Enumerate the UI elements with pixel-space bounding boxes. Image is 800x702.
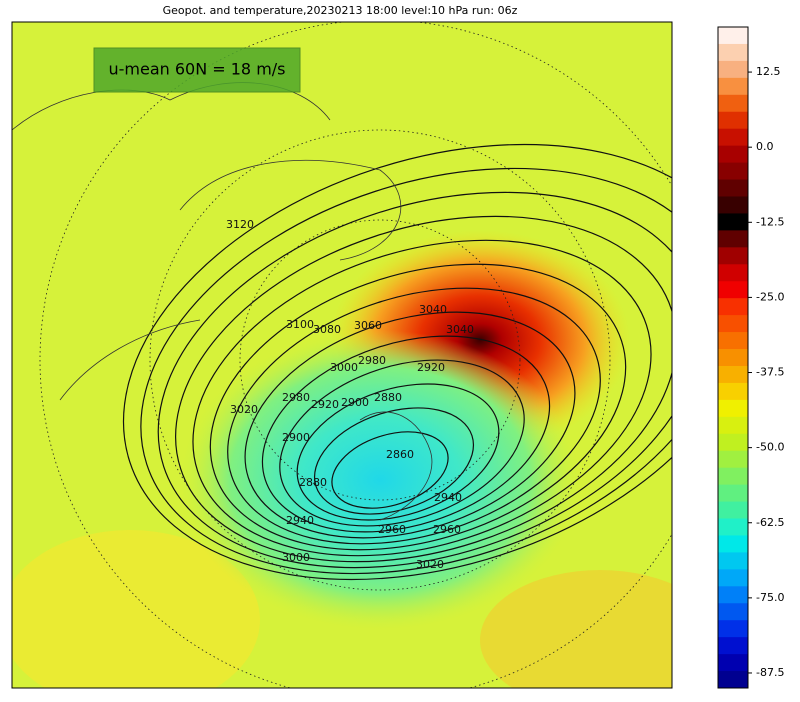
colorbar-tick-label: -12.5 bbox=[756, 215, 784, 228]
colorbar-band bbox=[718, 349, 748, 367]
colorbar-frame bbox=[717, 26, 749, 689]
colorbar-band bbox=[718, 620, 748, 638]
annotation: u-mean 60N = 18 m/s bbox=[108, 60, 285, 79]
contour-label: 2880 bbox=[299, 476, 327, 489]
colorbar-band bbox=[718, 399, 748, 418]
contour-label: 2960 bbox=[378, 523, 406, 536]
colorbar-band bbox=[718, 94, 748, 113]
contour-label: 2980 bbox=[282, 391, 310, 404]
colorbar-tick-label: -25.0 bbox=[756, 290, 784, 303]
contour bbox=[192, 239, 652, 557]
contour bbox=[140, 167, 672, 575]
colorbar-band bbox=[718, 213, 748, 231]
colorbar-band bbox=[718, 382, 748, 401]
colorbar-band bbox=[718, 450, 748, 469]
contour-label: 3120 bbox=[226, 218, 254, 231]
colorbar-band bbox=[718, 586, 748, 604]
colorbar-band bbox=[718, 162, 748, 181]
colorbar-tick-label: -62.5 bbox=[756, 516, 784, 529]
colorbar-tick-label: 12.5 bbox=[756, 65, 781, 78]
colorbar-band bbox=[718, 518, 748, 536]
colorbar-band bbox=[718, 43, 748, 62]
contour-label: 2940 bbox=[434, 491, 462, 504]
colorbar-band bbox=[718, 298, 748, 316]
contour-label: 2960 bbox=[433, 523, 461, 536]
colorbar-band bbox=[718, 281, 748, 299]
contour-label: 3080 bbox=[313, 323, 341, 336]
colorbar-band bbox=[718, 552, 748, 570]
contour-label: 3040 bbox=[419, 303, 447, 316]
colorbar: 12.5 0.0 -12.5 -25.0 -37.5 -50.0 -62.5 -75.0 -87… bbox=[717, 26, 784, 689]
colorbar-band bbox=[718, 315, 748, 333]
colorbar-tick-label: -50.0 bbox=[756, 441, 784, 454]
colorbar-band bbox=[718, 569, 748, 587]
colorbar-band bbox=[718, 27, 748, 45]
map: u-mean 60N = 18 m/s 3120 3100 3080 3060 3040… bbox=[12, 22, 672, 688]
contour-label: 2860 bbox=[386, 448, 414, 461]
annotation-box bbox=[93, 47, 301, 93]
contour-label: 3020 bbox=[230, 403, 258, 416]
colorbar-band bbox=[718, 77, 748, 96]
contour-label: 3040 bbox=[446, 323, 474, 336]
colorbar-band bbox=[718, 264, 748, 282]
title: Geopot. and temperature,20230213 18:00 l… bbox=[163, 4, 518, 17]
contour bbox=[244, 311, 576, 539]
contour-label: 2920 bbox=[311, 398, 339, 411]
colorbar-band bbox=[718, 332, 748, 350]
colorbar-tick-label: 0.0 bbox=[756, 140, 774, 153]
contour-label: 2880 bbox=[374, 391, 402, 404]
colorbar-band bbox=[718, 196, 748, 214]
contour bbox=[313, 407, 475, 515]
contour bbox=[227, 287, 601, 545]
contour-label: 3060 bbox=[354, 319, 382, 332]
colorbar-band bbox=[718, 671, 748, 689]
colorbar-band bbox=[718, 111, 748, 130]
contour-label: 2940 bbox=[286, 514, 314, 527]
colorbar-band bbox=[718, 535, 748, 553]
contour bbox=[157, 191, 672, 569]
colorbar-band bbox=[718, 179, 748, 197]
colorbar-band bbox=[718, 365, 748, 384]
colorbar-band bbox=[718, 247, 748, 265]
colorbar-band bbox=[718, 603, 748, 621]
contour bbox=[331, 431, 449, 509]
colorbar-tick-label: -37.5 bbox=[756, 366, 784, 379]
colorbar-band bbox=[718, 637, 748, 655]
colorbar-band bbox=[718, 128, 748, 147]
contour-label: 3020 bbox=[416, 558, 444, 571]
contour-label: 3000 bbox=[330, 361, 358, 374]
colorbar-tick-label: -75.0 bbox=[756, 591, 784, 604]
contour bbox=[296, 383, 500, 521]
colorbar-tick-label: -87.5 bbox=[756, 666, 784, 679]
colorbar-band bbox=[718, 60, 748, 79]
colorbar-band bbox=[718, 654, 748, 672]
contour-label: 2920 bbox=[417, 361, 445, 374]
colorbar-band bbox=[718, 484, 748, 503]
contour-label: 3000 bbox=[282, 551, 310, 564]
colorbar-band bbox=[718, 416, 748, 435]
contour-label: 2900 bbox=[282, 431, 310, 444]
colorbar-band bbox=[718, 501, 748, 520]
map-frame bbox=[11, 21, 673, 689]
contour bbox=[261, 335, 551, 533]
contour bbox=[175, 215, 672, 563]
contour-label: 3100 bbox=[286, 318, 314, 331]
colorbar-band bbox=[718, 433, 748, 452]
contour bbox=[279, 359, 525, 527]
colorbar-band bbox=[718, 145, 748, 164]
contour-label: 2980 bbox=[358, 354, 386, 367]
colorbar-band bbox=[718, 467, 748, 486]
contour-label: 2900 bbox=[341, 396, 369, 409]
colorbar-band bbox=[718, 230, 748, 248]
contour bbox=[209, 263, 627, 551]
